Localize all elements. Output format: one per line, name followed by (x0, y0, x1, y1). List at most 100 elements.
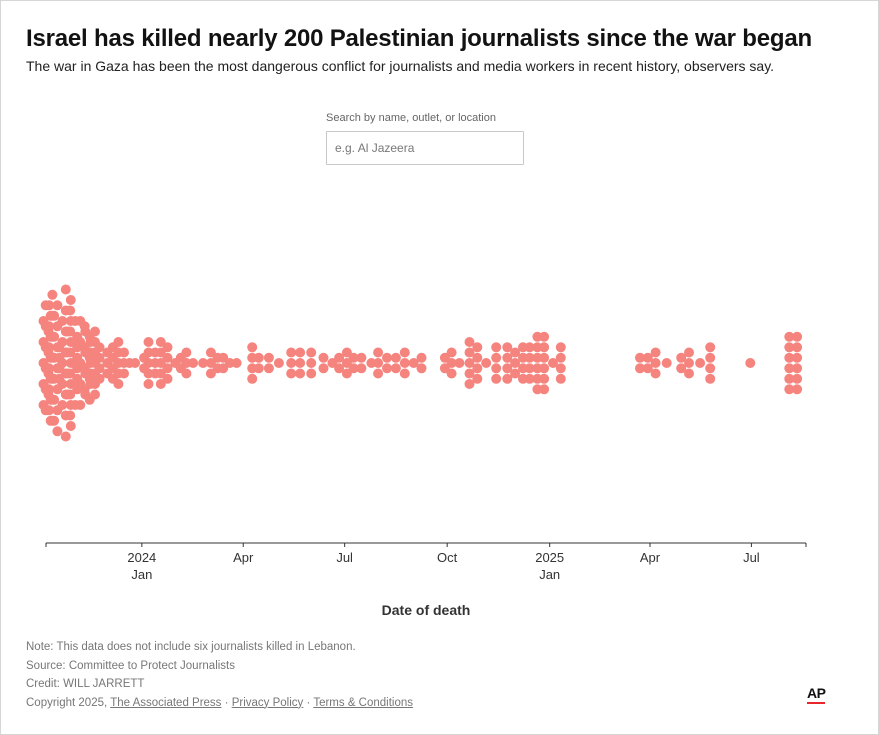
journalist-point[interactable] (399, 347, 410, 358)
journalist-point[interactable] (539, 331, 550, 342)
terms-link[interactable]: Terms & Conditions (313, 696, 414, 709)
journalist-point[interactable] (464, 379, 475, 389)
journalist-point[interactable] (784, 373, 795, 384)
journalist-point[interactable] (318, 352, 329, 363)
journalist-point[interactable] (79, 321, 90, 332)
journalist-point[interactable] (94, 363, 105, 374)
journalist-point[interactable] (52, 426, 63, 437)
journalist-point[interactable] (464, 368, 475, 379)
journalist-point[interactable] (784, 342, 795, 353)
journalist-point[interactable] (472, 373, 483, 384)
journalist-point[interactable] (143, 337, 154, 347)
journalist-point[interactable] (784, 352, 795, 363)
journalist-point[interactable] (113, 337, 124, 347)
journalist-point[interactable] (684, 347, 694, 358)
journalist-point[interactable] (334, 352, 345, 363)
journalist-point[interactable] (416, 352, 427, 363)
journalist-point[interactable] (286, 368, 297, 379)
journalist-point[interactable] (57, 400, 68, 410)
journalist-point[interactable] (399, 368, 410, 379)
journalist-point[interactable] (792, 373, 803, 384)
journalist-point[interactable] (373, 347, 384, 358)
journalist-point[interactable] (65, 347, 76, 358)
journalist-point[interactable] (650, 347, 661, 358)
journalist-point[interactable] (539, 363, 550, 374)
journalist-point[interactable] (373, 368, 384, 379)
journalist-point[interactable] (44, 363, 55, 374)
journalist-point[interactable] (247, 373, 258, 384)
journalist-point[interactable] (247, 342, 258, 353)
journalist-point[interactable] (491, 352, 502, 363)
journalist-point[interactable] (539, 342, 550, 353)
journalist-point[interactable] (555, 342, 566, 353)
journalist-point[interactable] (390, 352, 401, 363)
journalist-point[interactable] (295, 347, 306, 358)
journalist-point[interactable] (65, 295, 76, 305)
journalist-point[interactable] (65, 421, 76, 431)
journalist-point[interactable] (65, 368, 76, 379)
journalist-point[interactable] (198, 358, 209, 368)
journalist-point[interactable] (65, 410, 76, 421)
journalist-point[interactable] (676, 363, 687, 374)
journalist-point[interactable] (539, 373, 550, 384)
journalist-point[interactable] (784, 384, 795, 395)
journalist-point[interactable] (510, 358, 521, 368)
journalist-point[interactable] (524, 363, 535, 374)
ap-link[interactable]: The Associated Press (110, 696, 222, 709)
journalist-point[interactable] (399, 358, 410, 368)
journalist-point[interactable] (44, 300, 55, 311)
search-input[interactable] (326, 131, 524, 165)
journalist-point[interactable] (57, 379, 68, 389)
journalist-point[interactable] (94, 342, 105, 353)
journalist-point[interactable] (306, 347, 317, 358)
journalist-point[interactable] (286, 358, 297, 368)
journalist-point[interactable] (44, 342, 55, 353)
journalist-point[interactable] (684, 358, 694, 368)
journalist-point[interactable] (162, 342, 173, 353)
journalist-point[interactable] (47, 373, 58, 384)
journalist-point[interactable] (318, 363, 329, 374)
journalist-point[interactable] (306, 358, 317, 368)
journalist-point[interactable] (524, 373, 535, 384)
journalist-point[interactable] (44, 405, 55, 416)
journalist-point[interactable] (47, 394, 58, 405)
journalist-point[interactable] (705, 342, 716, 353)
journalist-point[interactable] (52, 300, 63, 311)
journalist-point[interactable] (57, 316, 68, 326)
journalist-point[interactable] (57, 358, 68, 368)
journalist-point[interactable] (90, 326, 100, 337)
journalist-point[interactable] (231, 358, 242, 368)
journalist-point[interactable] (65, 389, 76, 400)
journalist-point[interactable] (390, 363, 401, 374)
journalist-point[interactable] (130, 358, 141, 368)
journalist-point[interactable] (464, 347, 475, 358)
journalist-point[interactable] (162, 373, 173, 384)
journalist-point[interactable] (356, 363, 367, 374)
journalist-point[interactable] (705, 373, 716, 384)
journalist-point[interactable] (446, 368, 457, 379)
journalist-point[interactable] (286, 347, 297, 358)
journalist-point[interactable] (47, 352, 58, 363)
journalist-point[interactable] (539, 384, 550, 395)
journalist-point[interactable] (642, 363, 653, 374)
journalist-point[interactable] (472, 363, 483, 374)
journalist-point[interactable] (695, 358, 706, 368)
privacy-policy-link[interactable]: Privacy Policy (231, 696, 304, 709)
journalist-point[interactable] (502, 342, 513, 353)
journalist-point[interactable] (661, 358, 672, 368)
journalist-point[interactable] (416, 363, 427, 374)
journalist-point[interactable] (75, 400, 86, 410)
journalist-point[interactable] (119, 347, 129, 358)
journalist-point[interactable] (464, 358, 475, 368)
journalist-point[interactable] (792, 352, 803, 363)
journalist-point[interactable] (356, 352, 367, 363)
journalist-point[interactable] (454, 358, 465, 368)
journalist-point[interactable] (143, 379, 154, 389)
journalist-point[interactable] (650, 368, 661, 379)
journalist-point[interactable] (60, 284, 71, 295)
journalist-point[interactable] (90, 389, 100, 400)
journalist-point[interactable] (218, 363, 229, 374)
journalist-point[interactable] (705, 352, 716, 363)
journalist-point[interactable] (510, 368, 521, 379)
journalist-point[interactable] (119, 368, 129, 379)
